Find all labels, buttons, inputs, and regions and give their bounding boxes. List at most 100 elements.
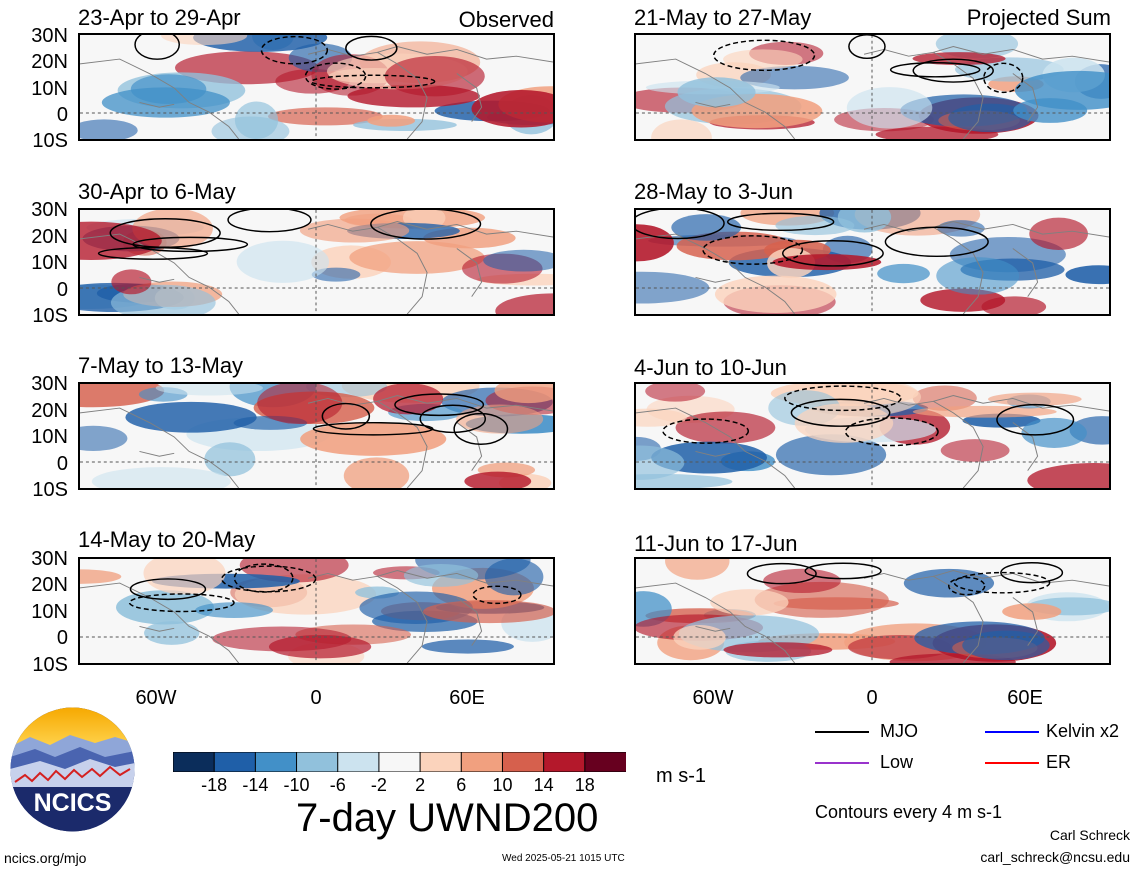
anomaly-blob [80,119,138,139]
lon-label: 60E [1007,687,1043,709]
colorbar-label: 10 [492,775,513,795]
footer-author: Carl Schreck [1049,827,1130,843]
anomaly-blob [80,425,128,452]
anomaly-blob [988,392,1082,406]
mjo-contour [97,246,209,260]
colorbar-label: 2 [415,775,426,795]
anomaly-blob [236,240,330,283]
anomaly-blob [1065,265,1109,285]
coastline [695,101,731,108]
anomaly-blob [161,35,248,46]
footer-url[interactable]: ncics.org/mjo [4,850,87,866]
lat-label: 30N [31,199,68,221]
anomaly-blob [675,411,776,444]
anomaly-blob [962,630,1050,661]
mjo-contour [345,35,398,61]
anomaly-blob [677,77,756,108]
lat-label: 10N [31,252,68,274]
colorbar-swatch [337,751,380,773]
mjo-contour [370,210,482,240]
mjo-contour [227,210,312,233]
coastline [139,450,175,457]
coastline [80,58,240,139]
anomaly-map [78,557,555,665]
anomaly-blob [665,559,730,580]
panel-title: 23-Apr to 29-Apr [78,5,241,30]
coastline [695,625,731,632]
lon-label: 0 [866,687,878,709]
anomaly-blob [936,257,1020,295]
anomaly-blob [268,107,383,126]
mjo-contour [453,412,509,446]
anomaly-blob [645,384,706,402]
mjo-contour [948,576,986,596]
anomaly-blob [101,87,230,118]
mjo-contour [662,418,749,444]
anomaly-map [78,382,555,490]
anomaly-blob [204,442,256,477]
colorbar-label: 18 [574,775,595,795]
mjo-contour [394,393,485,417]
coastline [636,233,796,314]
colorbar-label: 6 [456,775,467,795]
lat-label: 20N [31,400,68,422]
anomaly-blob [80,384,165,408]
lat-label: 0 [56,104,68,126]
mjo-contour [304,62,367,90]
anomaly-blob [155,384,263,396]
colorbar-swatch [296,751,339,773]
coastline [307,397,428,488]
footer-timestamp: Wed 2025-05-21 1015 UTC [502,853,625,864]
coastline [80,233,240,314]
panel-title: 30-Apr to 6-May [78,179,236,204]
anomaly-map [634,382,1111,490]
mjo-contour [472,585,522,605]
colorbar-units: m s-1 [656,765,706,787]
anomaly-blob [268,635,372,659]
lon-label: 60W [692,687,734,709]
legend-low-label: Low [880,752,914,772]
mjo-contour [782,239,884,267]
anomaly-blob [111,269,152,295]
anomaly-blob [91,467,231,488]
anomaly-blob [300,422,447,456]
colorbar-label: -6 [329,775,346,795]
coastline [377,221,553,238]
mjo-contour [848,35,886,60]
anomaly-blob [1029,217,1088,250]
logo-graphic: NCICS [10,707,135,832]
lat-label: 10S [32,479,68,501]
logo-text: NCICS [34,789,112,817]
colorbar-swatch [172,751,216,773]
anomaly-blob [456,404,544,434]
coastline [1012,248,1039,297]
coastline [695,276,731,283]
colorbar-label: -2 [370,775,387,795]
mjo-contour [712,39,816,72]
coastline [695,450,731,457]
legend-mjo-line [815,731,869,733]
anomaly-blob [421,639,514,654]
ncics-logo: NCICS [10,707,135,832]
coastline [863,397,984,488]
coastline [636,58,796,139]
lon-label: 60W [135,687,177,709]
colorbar-swatch [419,751,463,773]
legend-kelvin-label: Kelvin x2 [1046,721,1120,741]
anomaly-blob [877,263,930,284]
footer-email[interactable]: carl_schreck@ncsu.edu [980,849,1130,865]
anomaly-blob [494,384,553,404]
colorbar-label: 14 [533,775,554,795]
colorbar-swatch [213,751,257,773]
anomaly-blob [484,559,544,596]
anomaly-blob [195,602,273,619]
lat-label: 20N [31,226,68,248]
coastline [307,48,428,139]
coastline [80,582,240,663]
coastline [863,572,984,663]
coastline [307,223,428,314]
panel-title: 14-May to 20-May [78,527,256,552]
lon-label: 0 [310,687,322,709]
mjo-contour [312,421,434,436]
colorbar-swatch [460,751,504,773]
